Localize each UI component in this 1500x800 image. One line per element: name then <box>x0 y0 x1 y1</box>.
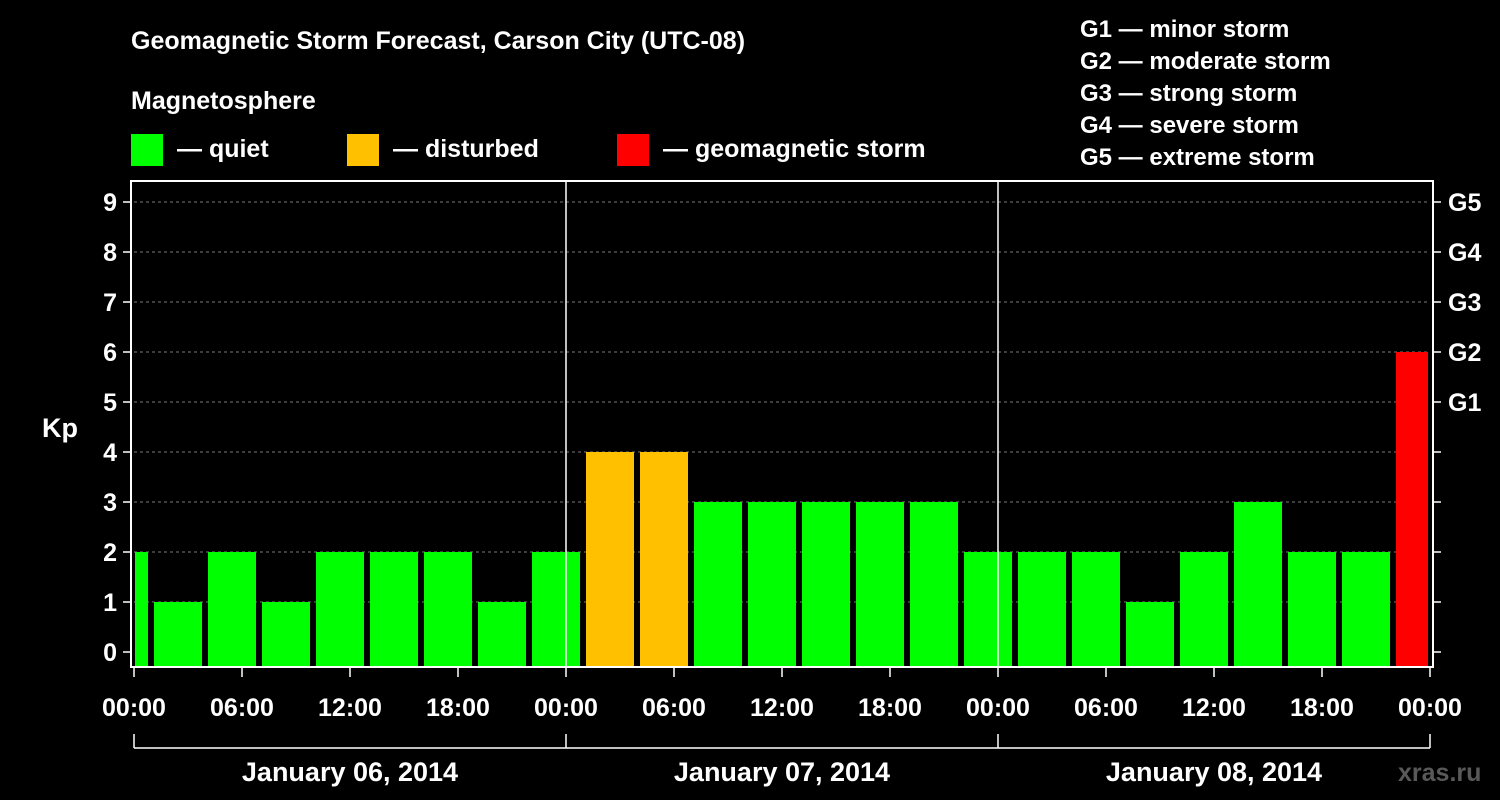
bar-14 <box>856 502 904 667</box>
x-tick-label: 00:00 <box>534 694 598 722</box>
x-tick-label: 00:00 <box>1398 694 1462 722</box>
bar-8 <box>532 552 580 667</box>
g-scale-label: G4 <box>1448 239 1481 267</box>
y-tick-label: 0 <box>103 639 117 667</box>
bars <box>135 352 1428 667</box>
x-tick-label: 06:00 <box>210 694 274 722</box>
bar-3 <box>262 602 310 667</box>
x-tick-label: 18:00 <box>1290 694 1354 722</box>
x-tick-label: 00:00 <box>966 694 1030 722</box>
storm-scale-g1: G1 — minor storm <box>1080 16 1289 43</box>
x-tick-label: 00:00 <box>102 694 166 722</box>
x-tick-label: 12:00 <box>1182 694 1246 722</box>
y-axis-label: Kp <box>42 413 78 443</box>
bar-1 <box>154 602 202 667</box>
g-scale-label: G1 <box>1448 389 1481 417</box>
x-tick-label: 06:00 <box>1074 694 1138 722</box>
legend: — quiet — disturbed — geomagnetic storm <box>131 134 926 166</box>
bar-10 <box>640 452 688 667</box>
chart-title: Geomagnetic Storm Forecast, Carson City … <box>131 27 745 55</box>
legend-swatch-disturbed <box>347 134 379 166</box>
x-tick-label: 18:00 <box>858 694 922 722</box>
bar-17 <box>1018 552 1066 667</box>
day-label: January 06, 2014 <box>242 757 458 787</box>
x-tick-label: 12:00 <box>318 694 382 722</box>
g-scale-label: G5 <box>1448 189 1481 217</box>
x-tick-label: 12:00 <box>750 694 814 722</box>
storm-scale-g5: G5 — extreme storm <box>1080 144 1315 171</box>
bar-16 <box>964 552 1012 667</box>
chart-subtitle: Magnetosphere <box>131 87 316 115</box>
bar-24 <box>1396 352 1428 667</box>
bar-22 <box>1288 552 1336 667</box>
storm-scale-g2: G2 — moderate storm <box>1080 48 1331 75</box>
axis-ticks: 0 1 2 3 4 5 6 7 8 9 G1 G2 G3 G4 G5 00:00 06:00 12:00 18:00… <box>102 189 1481 787</box>
bar-21 <box>1234 502 1282 667</box>
y-tick-label: 4 <box>103 439 117 467</box>
bar-13 <box>802 502 850 667</box>
x-tick-label: 18:00 <box>426 694 490 722</box>
x-tick-label: 06:00 <box>642 694 706 722</box>
bar-12 <box>748 502 796 667</box>
bar-2 <box>208 552 256 667</box>
bar-18 <box>1072 552 1120 667</box>
bar-4 <box>316 552 364 667</box>
y-tick-label: 1 <box>103 589 117 617</box>
legend-swatch-storm <box>617 134 649 166</box>
bar-23 <box>1342 552 1390 667</box>
day-label: January 07, 2014 <box>674 757 890 787</box>
bar-19 <box>1126 602 1174 667</box>
storm-scale-g4: G4 — severe storm <box>1080 112 1299 139</box>
legend-label-storm: — geomagnetic storm <box>663 135 926 163</box>
bar-15 <box>910 502 958 667</box>
storm-scale-legend: G1 — minor storm G2 — moderate storm G3 … <box>1080 16 1331 171</box>
bar-5 <box>370 552 418 667</box>
bar-6 <box>424 552 472 667</box>
bar-7 <box>478 602 526 667</box>
y-tick-label: 2 <box>103 539 117 567</box>
y-tick-label: 8 <box>103 239 117 267</box>
watermark: xras.ru <box>1398 759 1481 787</box>
legend-label-quiet: — quiet <box>177 135 269 163</box>
day-label: January 08, 2014 <box>1106 757 1322 787</box>
legend-label-disturbed: — disturbed <box>393 135 539 163</box>
storm-scale-g3: G3 — strong storm <box>1080 80 1297 107</box>
g-scale-label: G3 <box>1448 289 1481 317</box>
bar-11 <box>694 502 742 667</box>
y-tick-label: 5 <box>103 389 117 417</box>
legend-swatch-quiet <box>131 134 163 166</box>
bar-0 <box>135 552 148 667</box>
y-tick-label: 6 <box>103 339 117 367</box>
y-tick-label: 7 <box>103 289 117 317</box>
bar-9 <box>586 452 634 667</box>
y-tick-label: 3 <box>103 489 117 517</box>
bar-20 <box>1180 552 1228 667</box>
g-scale-label: G2 <box>1448 339 1481 367</box>
y-tick-label: 9 <box>103 189 117 217</box>
